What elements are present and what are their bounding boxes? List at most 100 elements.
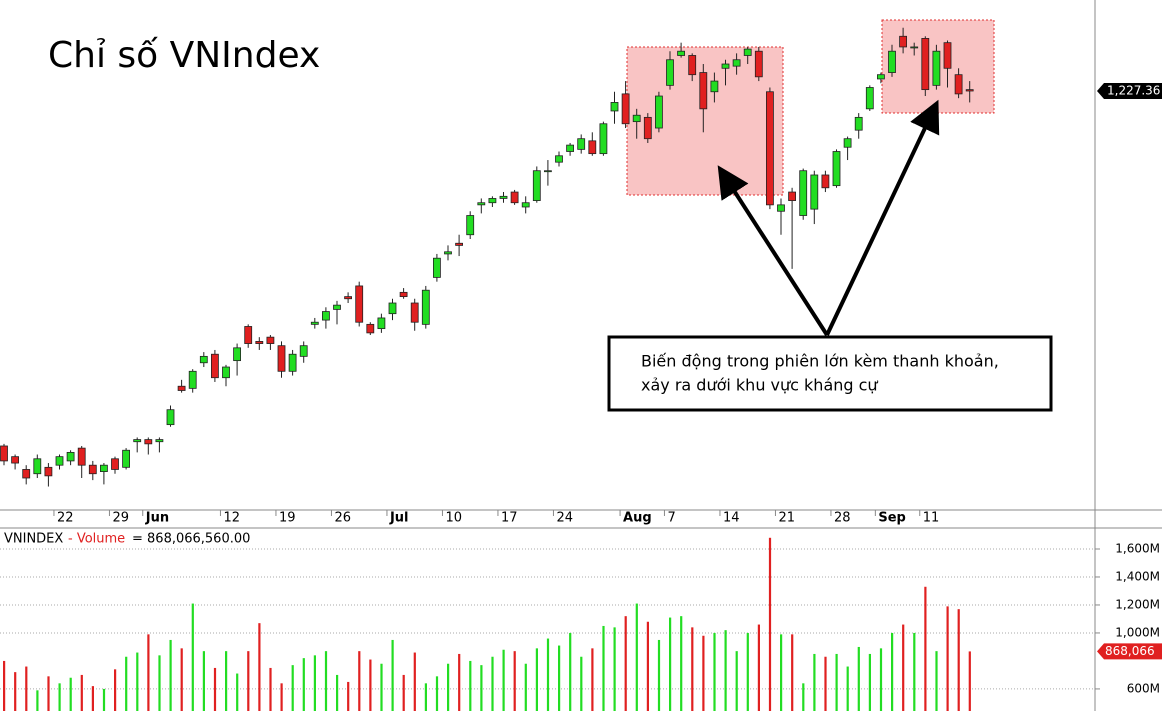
candle-body <box>344 296 353 300</box>
candle-body <box>444 251 452 255</box>
y-tick-label: 1,600M <box>1115 541 1160 555</box>
candle-body <box>921 38 930 91</box>
candle-body <box>210 353 219 379</box>
x-tick-label: 21 <box>778 511 795 526</box>
candle-body <box>455 242 464 246</box>
candle-body <box>321 311 330 321</box>
candle-body <box>932 50 941 86</box>
candle-body <box>888 50 896 73</box>
volume-bar <box>935 651 938 711</box>
volume-bar <box>302 658 305 711</box>
x-tick-label: 17 <box>501 511 518 526</box>
volume-bar <box>136 652 139 711</box>
candle-body <box>510 191 519 204</box>
volume-bar <box>546 638 550 711</box>
volume-bar <box>480 665 483 711</box>
volume-bar <box>336 674 339 711</box>
volume-bar <box>202 651 205 711</box>
x-tick-label: 29 <box>112 511 129 526</box>
candle-body <box>566 144 574 152</box>
candle-body <box>55 456 64 466</box>
candle-body <box>577 138 586 150</box>
volume-bar <box>225 651 228 711</box>
candle-body <box>111 458 119 470</box>
annotation-box <box>607 335 1053 412</box>
volume-bar <box>491 656 494 711</box>
volume-bar <box>402 674 405 711</box>
candle-body <box>33 458 42 475</box>
volume-bar <box>291 665 294 711</box>
candle-body <box>11 456 20 464</box>
volume-bar <box>913 632 916 711</box>
volume-bar <box>635 603 638 711</box>
volume-bar <box>369 659 372 711</box>
candle-body <box>743 48 752 56</box>
candle-body <box>177 385 186 391</box>
volume-bar <box>269 667 272 711</box>
volume-bar <box>91 686 94 711</box>
candle-body <box>621 93 630 125</box>
candle-body <box>555 155 563 163</box>
volume-bar <box>657 639 661 711</box>
volume-bar <box>358 651 361 711</box>
volume-tag-bg <box>1097 643 1162 660</box>
candle-body <box>521 202 530 208</box>
candle-body <box>877 74 885 80</box>
candle-body <box>88 464 97 475</box>
candle-body <box>266 336 275 344</box>
candle-body <box>655 95 663 129</box>
candle-body <box>899 35 907 48</box>
candle-body <box>954 74 963 95</box>
x-tick-label: Jun <box>145 511 169 526</box>
candle-body <box>488 198 497 204</box>
volume-bar <box>469 660 472 711</box>
candle-body <box>299 345 308 357</box>
candle-body <box>610 102 619 112</box>
candle-body <box>677 50 685 56</box>
candle-body <box>166 409 175 426</box>
candle-body <box>100 464 108 472</box>
volume-bar <box>535 648 538 711</box>
candle-body <box>832 151 841 187</box>
candle-body <box>865 87 874 110</box>
candle-body <box>588 140 597 155</box>
candle-body <box>222 366 230 379</box>
price-tag-bg <box>1097 82 1162 99</box>
volume-bar <box>69 677 72 711</box>
volume-bar <box>669 617 672 711</box>
volume-bar <box>258 623 261 711</box>
volume-bar <box>680 616 683 711</box>
volume-bar <box>524 663 527 711</box>
candle-body <box>310 321 319 325</box>
candle-body <box>732 59 741 67</box>
candle-body <box>643 116 652 140</box>
volume-bar <box>791 634 794 711</box>
arrow <box>825 99 940 336</box>
candle-body <box>666 59 674 86</box>
candle-body <box>144 439 153 445</box>
candle-body <box>699 72 708 110</box>
price-tag: 1,227.36 <box>1107 83 1160 97</box>
candle-body <box>188 370 197 389</box>
candle-body <box>788 191 796 201</box>
volume-bar <box>447 663 450 711</box>
volume-bar <box>313 655 316 711</box>
arrow <box>717 165 829 337</box>
candle-body <box>632 114 641 123</box>
candle-body <box>410 302 419 323</box>
volume-bar <box>746 632 749 711</box>
candle-body <box>943 42 952 69</box>
volume-bar <box>435 676 439 711</box>
volume-bar <box>924 586 927 711</box>
x-tick-label: 19 <box>279 511 296 526</box>
candle-body <box>810 174 819 210</box>
volume-bar <box>391 639 394 711</box>
volume-bar <box>114 669 117 711</box>
x-tick-label: 11 <box>923 511 940 526</box>
y-tick-label: 1,400M <box>1115 569 1160 583</box>
volume-bar <box>580 656 583 711</box>
x-tick-label: 12 <box>223 511 240 526</box>
candle-body <box>477 202 486 206</box>
x-tick-label: Jul <box>389 511 409 526</box>
